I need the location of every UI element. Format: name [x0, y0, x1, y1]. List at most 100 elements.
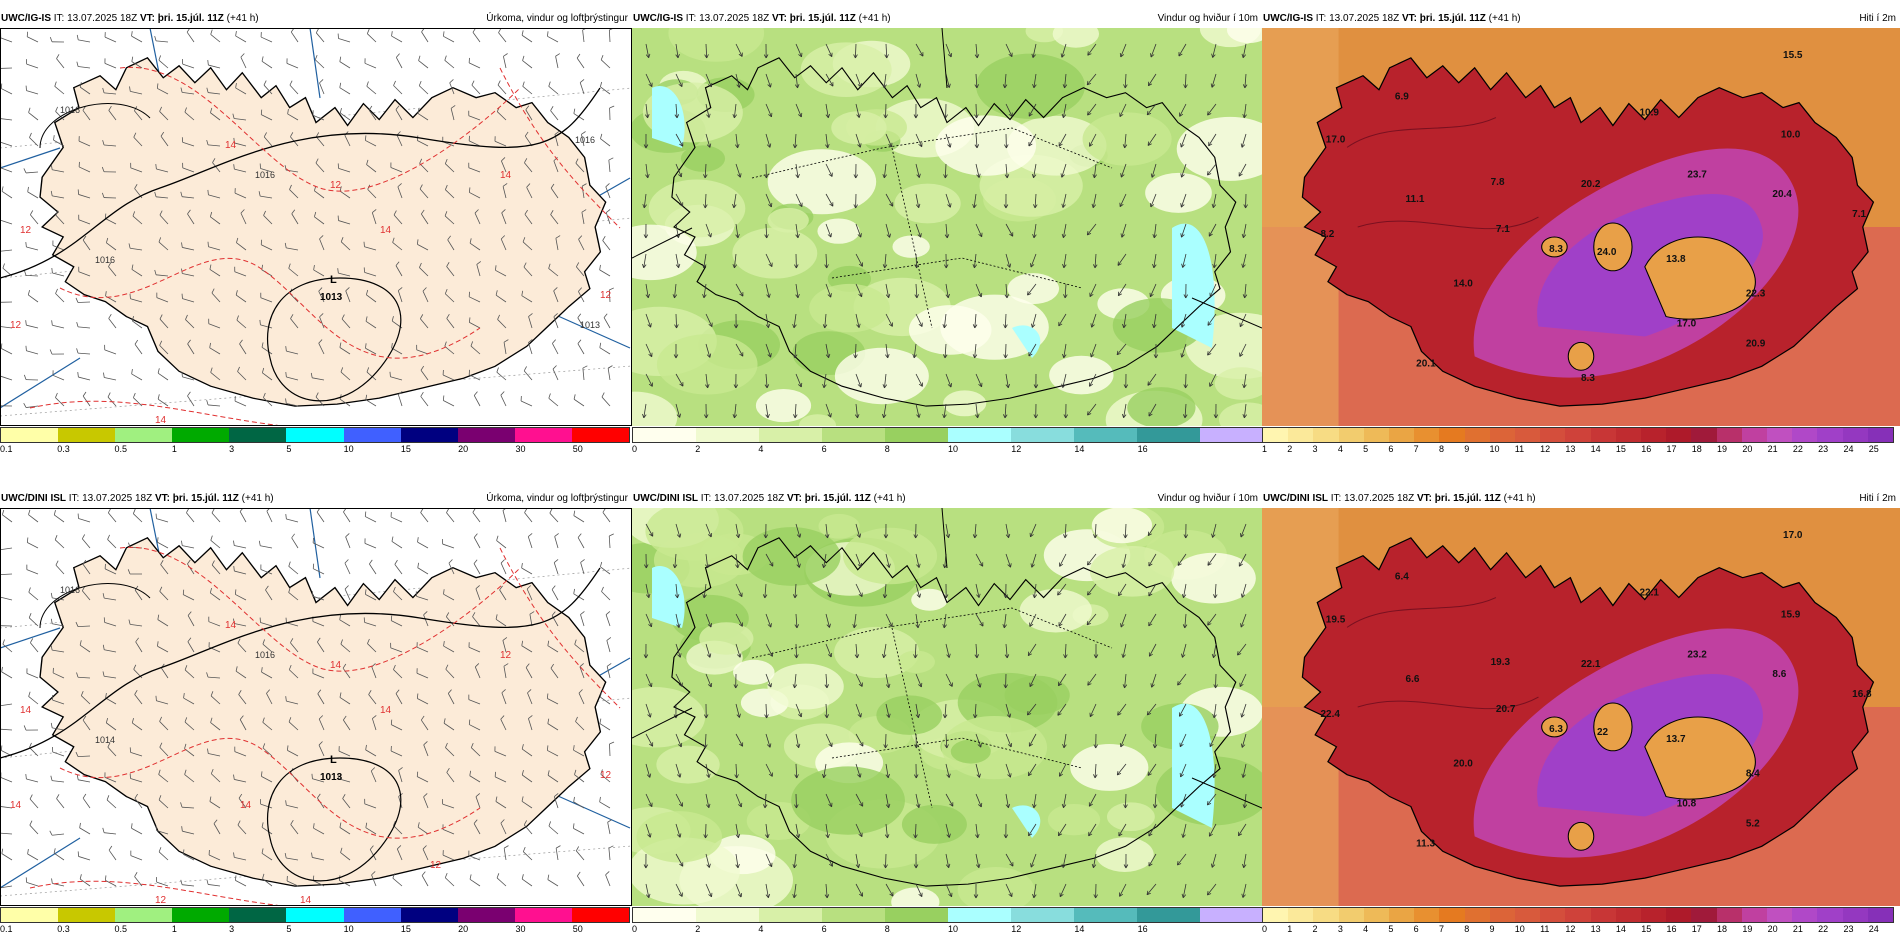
- colorbar-tick-label: 5: [1388, 924, 1394, 934]
- wind-arrow: [945, 793, 954, 807]
- wind-barb: [607, 365, 613, 381]
- wind-arrow: [882, 373, 888, 389]
- wind-arrow: [1241, 43, 1247, 58]
- wind-barb: [365, 744, 377, 757]
- wind-arrow: [1242, 283, 1248, 299]
- temperature-label: 17.0: [1783, 530, 1803, 541]
- wind-barb: [28, 691, 39, 705]
- wind-barb: [363, 617, 377, 627]
- wind-arrow: [645, 613, 653, 628]
- temperature-panel: UWC/DINI ISL IT: 13.07.2025 18Z VT: þri.…: [1262, 490, 1900, 936]
- wind-barb: [608, 533, 614, 549]
- wind-barb: [420, 209, 429, 225]
- wind-barb: [576, 53, 585, 69]
- temperature-label: 16.8: [1852, 689, 1872, 700]
- wind-arrow: [885, 553, 891, 568]
- wind-barb: [551, 585, 559, 601]
- precip-panel: UWC/DINI ISL IT: 13.07.2025 18Z VT: þri.…: [0, 490, 632, 936]
- precip-contour-label: 14: [500, 170, 512, 181]
- wind-barb: [418, 80, 429, 95]
- wind-arrow: [1062, 253, 1067, 269]
- wind-barb: [609, 105, 615, 121]
- wind-arrow: [1207, 313, 1217, 326]
- wind-barb: [391, 31, 403, 43]
- wind-barb: [312, 668, 325, 679]
- colorbar-tick-label: 0: [632, 924, 638, 934]
- wind-barb: [442, 395, 455, 407]
- colorbar-swatch: [633, 908, 696, 922]
- wind-arrow: [1120, 223, 1127, 238]
- wind-barb: [420, 715, 429, 731]
- wind-arrow: [825, 43, 833, 58]
- wind-barb: [447, 689, 455, 705]
- wind-barb: [210, 107, 221, 121]
- wind-barb: [370, 767, 377, 783]
- colorbar-tick-label: 2: [1312, 924, 1318, 934]
- init-time-value: 13.07.2025 18Z: [714, 493, 785, 504]
- wind-arrow: [1148, 583, 1157, 597]
- wind-arrow: [1117, 283, 1127, 297]
- isobar-label: 1016: [95, 255, 115, 265]
- wind-arrow: [1178, 43, 1187, 57]
- wind-barb: [101, 192, 117, 199]
- colorbar-tick-label: 13: [1565, 444, 1576, 454]
- wind-arrow: [1087, 673, 1097, 686]
- wind-arrow: [855, 763, 862, 778]
- wind-barb: [49, 349, 65, 355]
- wind-arrow: [1030, 253, 1037, 268]
- wind-barb: [443, 31, 455, 43]
- wind-arrow: [825, 103, 831, 119]
- wind-arrow: [1208, 223, 1217, 237]
- wind-barb: [260, 799, 273, 809]
- wind-arrow: [765, 133, 772, 148]
- colorbar-tick-label: 21: [1767, 444, 1778, 454]
- valid-time-label: VT:: [771, 13, 787, 24]
- wind-barb: [25, 320, 39, 329]
- wind-barb: [365, 343, 377, 355]
- wind-arrow: [945, 853, 951, 868]
- wind-arrow: [792, 673, 798, 689]
- wind-barb: [135, 637, 143, 653]
- wind-barb: [314, 211, 325, 225]
- colorbar-tick-label: 25: [1868, 444, 1879, 454]
- wind-arrow: [945, 133, 952, 148]
- wind-arrow: [1005, 703, 1012, 718]
- wind-barb: [52, 370, 65, 381]
- wind-arrow: [1061, 103, 1067, 118]
- wind-barb: [285, 371, 299, 381]
- colorbar-swatch: [1565, 908, 1591, 922]
- wind-arrow: [1121, 553, 1127, 568]
- wind-barb: [312, 110, 325, 121]
- wind-arrow: [795, 703, 803, 718]
- wind-arrow: [1004, 643, 1010, 659]
- wind-barb: [390, 162, 403, 173]
- wind-arrow: [1028, 343, 1037, 357]
- colorbar-tick-label: 14: [1074, 924, 1085, 934]
- colorbar-tick-label: 3: [1312, 444, 1318, 454]
- wind-arrow: [1062, 73, 1068, 89]
- wind-arrow: [1123, 793, 1128, 809]
- wind-arrow: [1119, 733, 1127, 748]
- wind-arrow: [1089, 373, 1097, 387]
- wind-arrow: [1147, 523, 1157, 537]
- wind-arrow: [764, 223, 769, 239]
- wind-arrow: [1033, 403, 1039, 419]
- wind-arrow: [824, 253, 829, 269]
- init-time-label: IT:: [700, 493, 712, 504]
- wind-barb: [442, 850, 455, 861]
- wind-barb: [555, 53, 560, 69]
- colorbar-swatch: [343, 908, 401, 922]
- colorbar-swatches: [632, 427, 1264, 443]
- wind-arrow: [972, 313, 978, 329]
- wind-arrow: [675, 823, 682, 838]
- wind-arrow: [765, 193, 773, 208]
- panel-run-info: UWC/DINI ISL IT: 13.07.2025 18Z VT: þri.…: [633, 490, 906, 508]
- wind-barb: [577, 339, 585, 355]
- wind-arrow: [765, 853, 773, 868]
- wind-barb: [28, 587, 39, 601]
- colorbar-swatch: [1414, 908, 1440, 922]
- wind-arrow: [855, 73, 862, 88]
- wind-barb: [470, 341, 481, 355]
- wind-arrow: [1207, 103, 1217, 116]
- wind-arrow: [1240, 733, 1247, 748]
